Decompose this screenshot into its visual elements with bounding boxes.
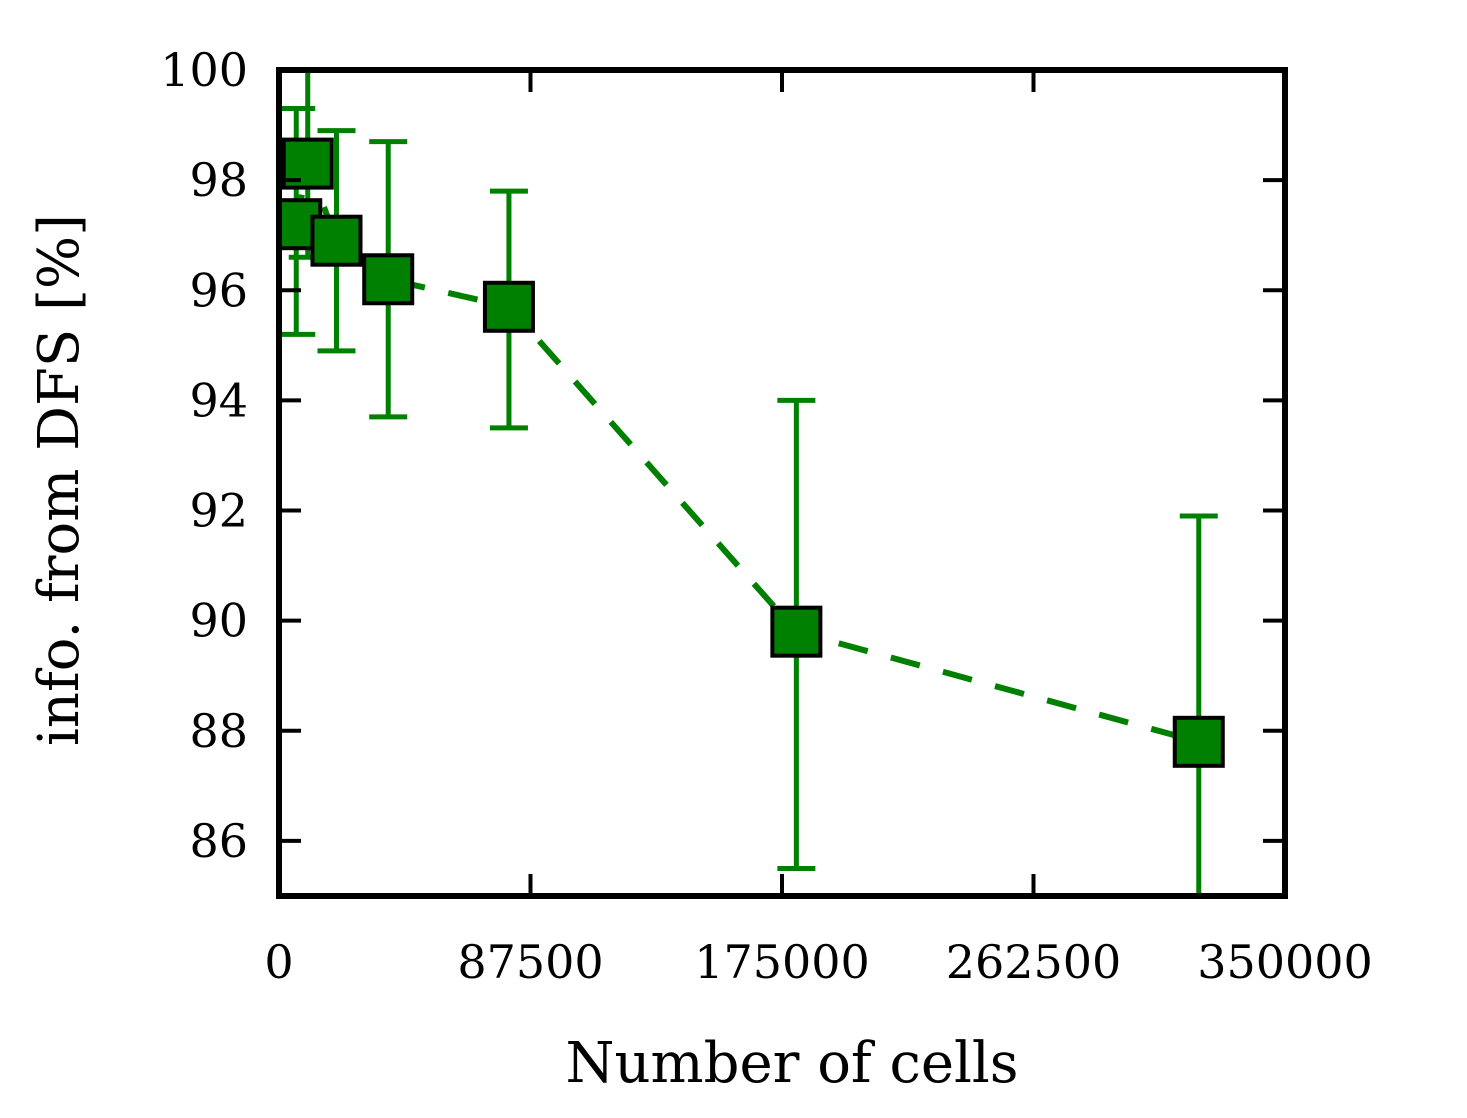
data-point	[310, 214, 363, 267]
y-tick-label: 86	[189, 814, 248, 868]
y-tick-label: 92	[189, 484, 248, 538]
plot-frame	[276, 67, 1288, 899]
x-axis-label: Number of cells	[565, 1031, 1018, 1096]
y-tick-label: 98	[189, 153, 248, 207]
x-tick-label: 262500	[946, 935, 1122, 989]
data-point	[362, 253, 415, 306]
x-tick-label: 87500	[457, 935, 603, 989]
x-tick-label: 175000	[694, 935, 870, 989]
y-tick-label: 94	[189, 373, 248, 427]
data-point	[1172, 715, 1225, 768]
y-axis-label: info. from DFS [%]	[27, 214, 92, 746]
y-tick-label: 88	[189, 704, 248, 758]
y-tick-label: 90	[189, 594, 248, 648]
x-tick-label: 0	[264, 935, 293, 989]
plot-area	[279, 70, 1225, 896]
data-point	[770, 605, 823, 658]
data-point	[482, 280, 535, 333]
y-tick-label: 100	[160, 43, 248, 97]
data-marks	[279, 70, 1225, 896]
y-tick-label: 96	[189, 263, 248, 317]
x-tick-label: 350000	[1197, 935, 1373, 989]
